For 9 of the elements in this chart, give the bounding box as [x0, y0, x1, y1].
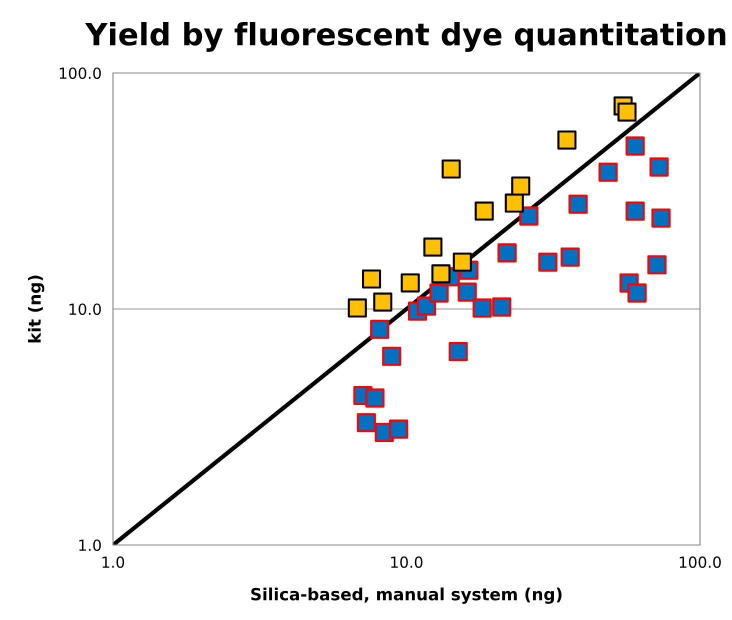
x-tick-label: 10.0 — [391, 556, 422, 568]
y-axis-title: kit (ng) — [28, 276, 44, 342]
x-axis-title: Silica-based, manual system (ng) — [251, 588, 562, 604]
y-tick-label: 10.0 — [70, 303, 101, 316]
x-tick-label: 100.0 — [680, 556, 721, 568]
x-tick-label: 1.0 — [102, 556, 124, 568]
chart-title: Yield by fluorescent dye quantitation — [85, 22, 726, 52]
y-tick-label: 1.0 — [79, 539, 101, 552]
y-tick-label: 100.0 — [60, 67, 101, 80]
